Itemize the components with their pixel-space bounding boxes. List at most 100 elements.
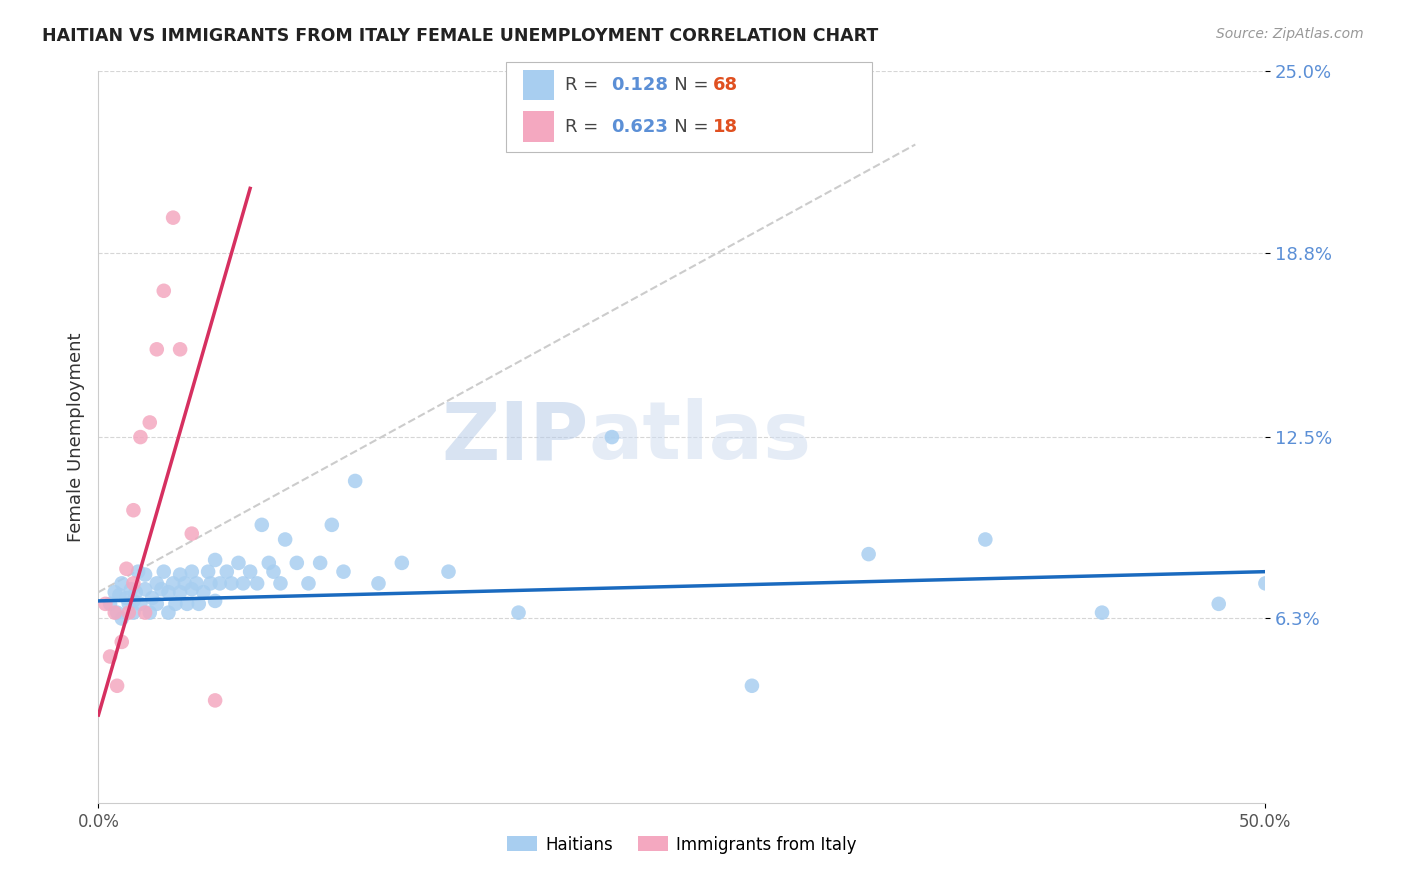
Point bbox=[262, 565, 284, 579]
Point bbox=[122, 606, 145, 620]
Point bbox=[162, 576, 184, 591]
Point bbox=[98, 649, 121, 664]
Text: N =: N = bbox=[657, 118, 714, 136]
Point bbox=[221, 576, 243, 591]
Point bbox=[162, 211, 184, 225]
Point bbox=[257, 556, 280, 570]
Point bbox=[122, 594, 145, 608]
Text: R =: R = bbox=[565, 118, 605, 136]
Point bbox=[108, 588, 131, 602]
Point bbox=[118, 606, 141, 620]
Point bbox=[134, 567, 156, 582]
Point bbox=[274, 533, 297, 547]
Point bbox=[200, 576, 222, 591]
Point bbox=[1254, 576, 1277, 591]
Point bbox=[105, 679, 128, 693]
Point bbox=[180, 582, 202, 597]
Text: atlas: atlas bbox=[589, 398, 811, 476]
Point bbox=[169, 567, 191, 582]
Point bbox=[94, 597, 117, 611]
Point bbox=[98, 597, 121, 611]
Point bbox=[105, 606, 128, 620]
Point bbox=[111, 611, 134, 625]
Point bbox=[246, 576, 269, 591]
Point bbox=[165, 597, 187, 611]
Point bbox=[180, 526, 202, 541]
Point bbox=[169, 585, 191, 599]
Point bbox=[297, 576, 319, 591]
Point bbox=[1208, 597, 1230, 611]
Point bbox=[115, 562, 138, 576]
Point bbox=[129, 430, 152, 444]
Point bbox=[508, 606, 530, 620]
Point bbox=[150, 582, 173, 597]
Point bbox=[741, 679, 763, 693]
Point bbox=[239, 565, 262, 579]
Point bbox=[285, 556, 308, 570]
Point bbox=[169, 343, 191, 357]
Point bbox=[104, 606, 127, 620]
Point bbox=[332, 565, 354, 579]
Point bbox=[208, 576, 231, 591]
Text: 18: 18 bbox=[713, 118, 738, 136]
Point bbox=[204, 693, 226, 707]
Point bbox=[157, 585, 180, 599]
Point bbox=[157, 606, 180, 620]
Point bbox=[152, 284, 174, 298]
Point bbox=[139, 606, 162, 620]
Point bbox=[193, 585, 215, 599]
Point bbox=[141, 591, 163, 605]
Point bbox=[134, 606, 156, 620]
Point bbox=[437, 565, 460, 579]
Point bbox=[125, 585, 148, 599]
Point bbox=[309, 556, 332, 570]
Point bbox=[122, 576, 145, 591]
Point bbox=[974, 533, 997, 547]
Point bbox=[152, 565, 174, 579]
Point bbox=[180, 565, 202, 579]
Point bbox=[321, 517, 343, 532]
Text: Source: ZipAtlas.com: Source: ZipAtlas.com bbox=[1216, 27, 1364, 41]
Text: R =: R = bbox=[565, 76, 605, 94]
Point bbox=[391, 556, 413, 570]
Point bbox=[858, 547, 880, 561]
Point bbox=[197, 565, 219, 579]
Point bbox=[344, 474, 367, 488]
Point bbox=[127, 565, 149, 579]
Point bbox=[204, 553, 226, 567]
Point bbox=[104, 585, 127, 599]
Point bbox=[204, 594, 226, 608]
Point bbox=[600, 430, 623, 444]
Point bbox=[129, 597, 152, 611]
Text: 68: 68 bbox=[713, 76, 738, 94]
Point bbox=[269, 576, 291, 591]
Point bbox=[367, 576, 389, 591]
Point bbox=[111, 635, 134, 649]
Point bbox=[228, 556, 250, 570]
Text: 0.623: 0.623 bbox=[612, 118, 668, 136]
Point bbox=[232, 576, 254, 591]
Point bbox=[250, 517, 273, 532]
Text: N =: N = bbox=[657, 76, 714, 94]
Point bbox=[1091, 606, 1114, 620]
Point bbox=[215, 565, 238, 579]
Text: HAITIAN VS IMMIGRANTS FROM ITALY FEMALE UNEMPLOYMENT CORRELATION CHART: HAITIAN VS IMMIGRANTS FROM ITALY FEMALE … bbox=[42, 27, 879, 45]
Point bbox=[187, 597, 209, 611]
Point bbox=[122, 503, 145, 517]
Point bbox=[120, 582, 142, 597]
Point bbox=[146, 597, 169, 611]
Point bbox=[118, 597, 141, 611]
Point bbox=[134, 582, 156, 597]
Point bbox=[186, 576, 208, 591]
Point bbox=[139, 416, 162, 430]
Point bbox=[111, 576, 134, 591]
Legend: Haitians, Immigrants from Italy: Haitians, Immigrants from Italy bbox=[501, 829, 863, 860]
Point bbox=[173, 576, 195, 591]
Point bbox=[115, 591, 138, 605]
Point bbox=[146, 576, 169, 591]
Point bbox=[176, 597, 198, 611]
Y-axis label: Female Unemployment: Female Unemployment bbox=[66, 333, 84, 541]
Text: 0.128: 0.128 bbox=[612, 76, 669, 94]
Text: ZIP: ZIP bbox=[441, 398, 589, 476]
Point bbox=[146, 343, 169, 357]
